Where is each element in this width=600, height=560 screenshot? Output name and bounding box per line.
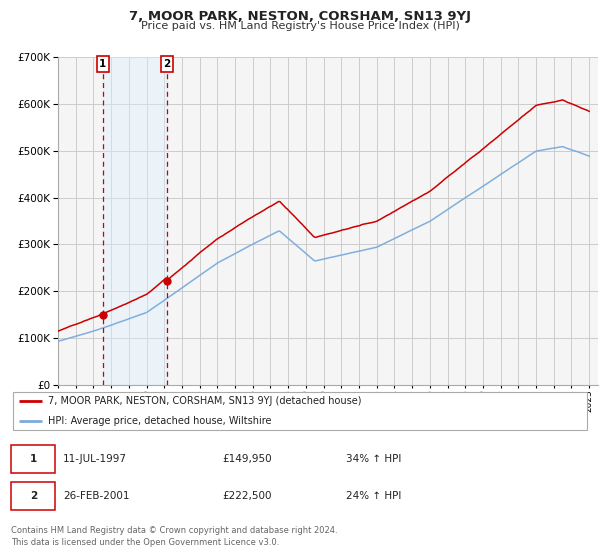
Text: This data is licensed under the Open Government Licence v3.0.: This data is licensed under the Open Gov… [11, 538, 279, 547]
FancyBboxPatch shape [13, 391, 587, 430]
Text: £222,500: £222,500 [223, 491, 272, 501]
Text: 2: 2 [29, 491, 37, 501]
Text: HPI: Average price, detached house, Wiltshire: HPI: Average price, detached house, Wilt… [48, 416, 271, 426]
Text: 7, MOOR PARK, NESTON, CORSHAM, SN13 9YJ: 7, MOOR PARK, NESTON, CORSHAM, SN13 9YJ [129, 10, 471, 23]
Text: 26-FEB-2001: 26-FEB-2001 [63, 491, 130, 501]
Text: 34% ↑ HPI: 34% ↑ HPI [346, 454, 401, 464]
Text: 1: 1 [29, 454, 37, 464]
FancyBboxPatch shape [11, 482, 55, 510]
FancyBboxPatch shape [11, 445, 55, 473]
Text: 1: 1 [99, 59, 106, 69]
Text: £149,950: £149,950 [223, 454, 272, 464]
Text: 11-JUL-1997: 11-JUL-1997 [63, 454, 127, 464]
Text: 7, MOOR PARK, NESTON, CORSHAM, SN13 9YJ (detached house): 7, MOOR PARK, NESTON, CORSHAM, SN13 9YJ … [48, 396, 361, 407]
Text: 2: 2 [163, 59, 170, 69]
Text: Price paid vs. HM Land Registry's House Price Index (HPI): Price paid vs. HM Land Registry's House … [140, 21, 460, 31]
Bar [103, 57, 167, 385]
Text: 24% ↑ HPI: 24% ↑ HPI [346, 491, 401, 501]
Text: Contains HM Land Registry data © Crown copyright and database right 2024.: Contains HM Land Registry data © Crown c… [11, 526, 337, 535]
